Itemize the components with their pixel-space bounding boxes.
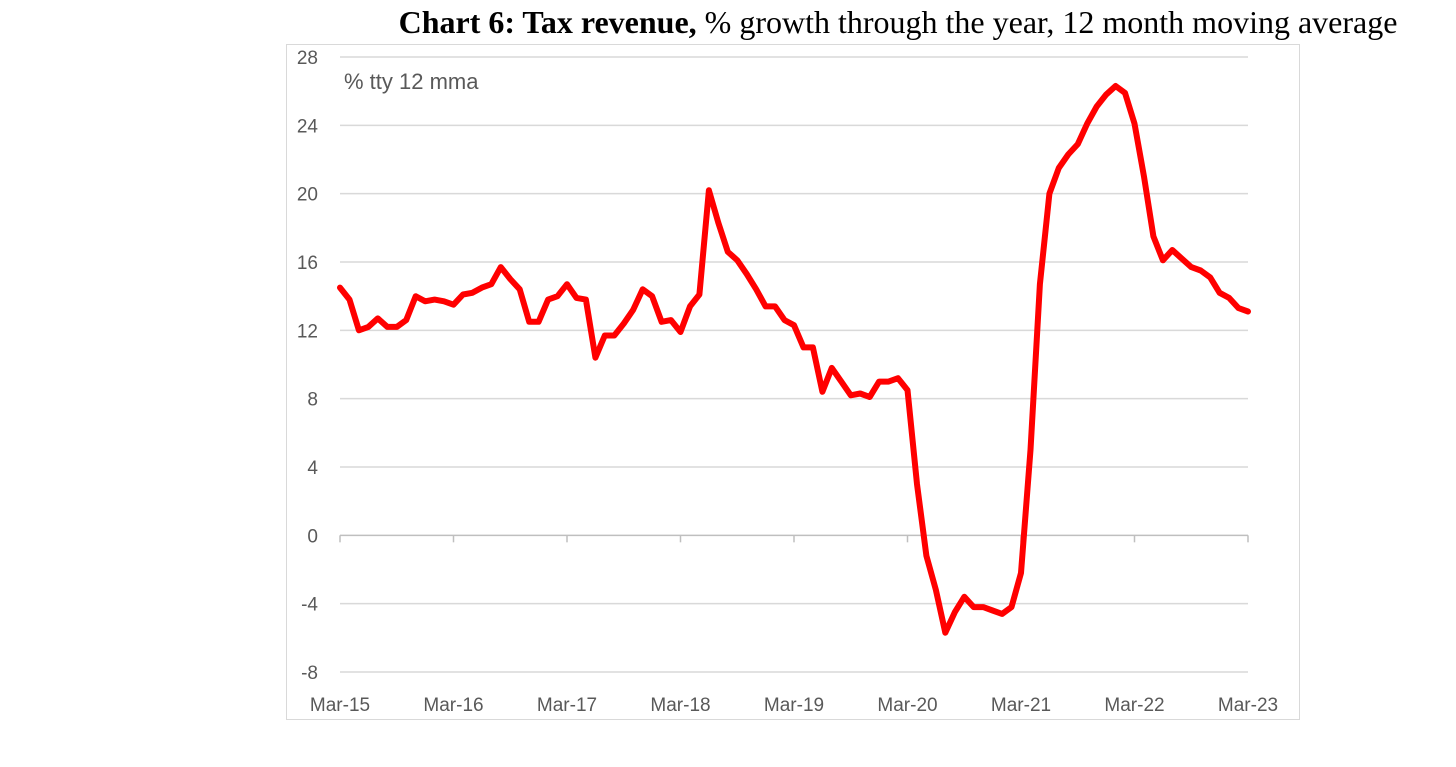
y-tick-label: 24 [297, 116, 319, 137]
x-tick-label: Mar-22 [1104, 695, 1164, 716]
y-tick-label: 8 [307, 390, 318, 411]
chart-title-rest: % growth through the year, 12 month movi… [696, 4, 1398, 40]
y-tick-label: 20 [297, 185, 318, 206]
chart-area [286, 44, 1300, 720]
x-tick-label: Mar-18 [650, 695, 710, 716]
chart-title-bold: Chart 6: Tax revenue, [398, 4, 697, 40]
y-tick-label: -8 [301, 663, 318, 684]
x-tick-label: Mar-17 [537, 695, 597, 716]
y-tick-label: 28 [297, 48, 318, 69]
gridlines [340, 56, 1248, 673]
series-line [337, 83, 1251, 636]
chart-title: Chart 6: Tax revenue, % growth through t… [0, 4, 1456, 41]
x-tick-label: Mar-19 [764, 695, 824, 716]
y-tick-label: 12 [297, 321, 318, 342]
series-layer [337, 83, 1251, 636]
y-axis-ticks: -8 -4 0 4 8 12 16 20 24 28 [297, 48, 319, 684]
x-tick-label: Mar-23 [1218, 695, 1278, 716]
x-tick-label: Mar-20 [877, 695, 937, 716]
x-tick-label: Mar-15 [310, 695, 370, 716]
x-tick-label: Mar-16 [423, 695, 483, 716]
x-axis-ticks: Mar-15 Mar-16 Mar-17 Mar-18 Mar-19 Mar-20 Mar-… [310, 535, 1278, 716]
y-tick-label: -4 [301, 595, 318, 616]
y-tick-label: 16 [297, 253, 318, 274]
x-tick-label: Mar-21 [991, 695, 1051, 716]
y-tick-label: 4 [307, 458, 318, 479]
y-tick-label: 0 [307, 526, 318, 547]
units-annotation: % tty 12 mma [344, 69, 479, 94]
